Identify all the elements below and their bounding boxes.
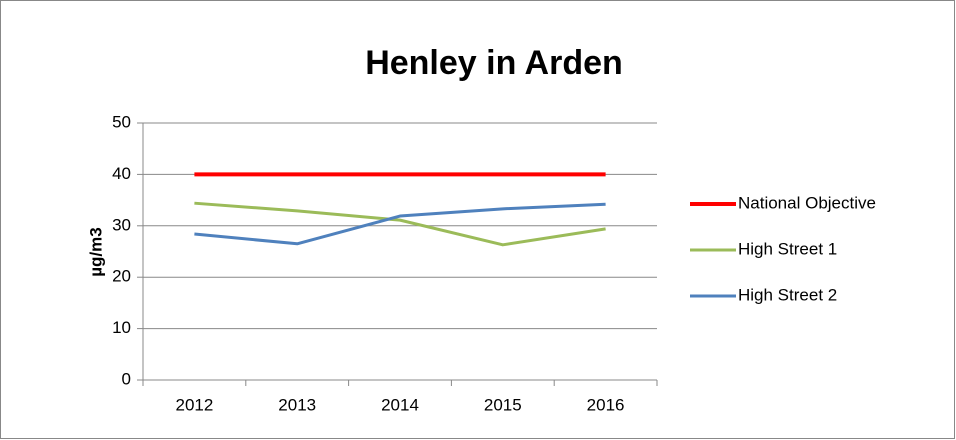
x-tick-label: 2013 xyxy=(278,395,316,414)
chart-title: Henley in Arden xyxy=(365,44,623,82)
x-tick-label: 2014 xyxy=(381,395,419,414)
series-line xyxy=(194,201,606,247)
y-tick-label: 30 xyxy=(112,215,131,234)
legend-label: High Street 1 xyxy=(738,239,837,258)
y-tick-label: 40 xyxy=(112,164,131,183)
series-line xyxy=(194,202,606,246)
legend-label: National Objective xyxy=(738,193,876,212)
x-tick-label: 2016 xyxy=(587,395,625,414)
legend-label: High Street 2 xyxy=(738,285,837,304)
x-tick-label: 2012 xyxy=(175,395,213,414)
y-tick-label: 20 xyxy=(112,267,131,286)
y-tick-label: 0 xyxy=(122,369,131,388)
y-tick-label: 10 xyxy=(112,318,131,337)
x-tick-label: 2015 xyxy=(484,395,522,414)
y-axis-label: µg/m3 xyxy=(86,227,105,276)
y-tick-label: 50 xyxy=(112,112,131,131)
